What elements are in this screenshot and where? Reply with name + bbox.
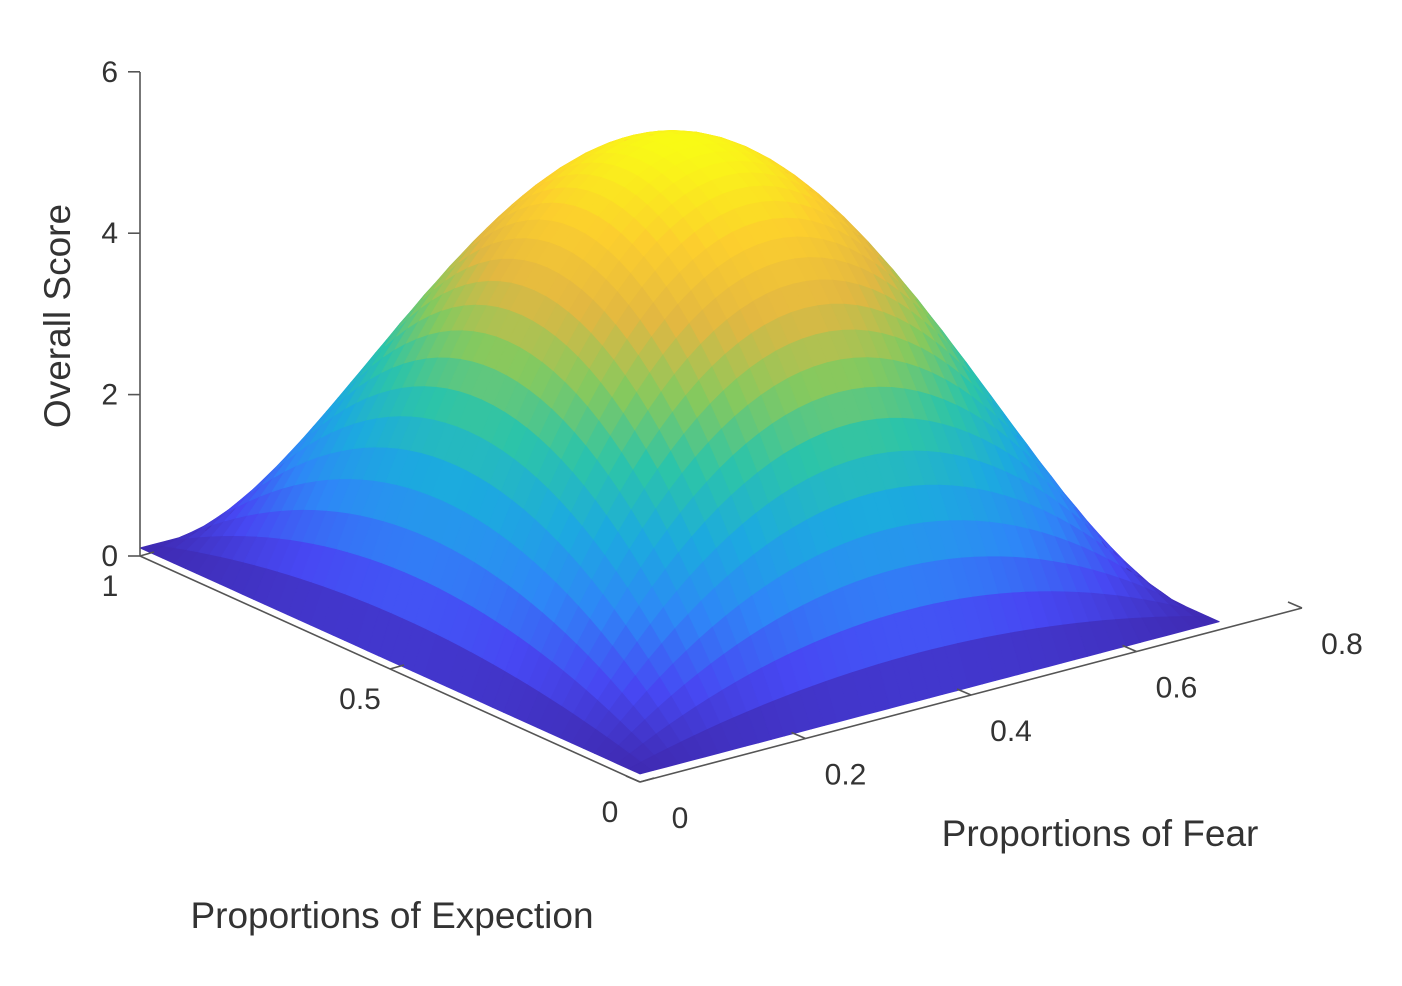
y-tick-label: 0.5 <box>339 683 381 716</box>
surface-patch <box>1194 616 1220 626</box>
x-tick-label: 0.8 <box>1321 628 1363 661</box>
y-tick-mark <box>139 551 155 557</box>
z-tick-label: 4 <box>101 217 118 250</box>
y-tick-label: 1 <box>102 570 119 603</box>
x-tick-label: 0 <box>672 802 689 835</box>
x-tick-mark <box>1122 644 1137 653</box>
z-tick-label: 0 <box>101 540 118 573</box>
y-axis-label: Proportions of Expection <box>190 895 593 936</box>
y-tick-mark <box>639 777 655 783</box>
x-axis-label: Proportions of Fear <box>942 813 1259 854</box>
x-tick-label: 0.6 <box>1156 672 1198 705</box>
y-tick-label: 0 <box>602 796 619 829</box>
x-tick-mark <box>791 731 806 740</box>
x-tick-mark <box>956 688 972 696</box>
x-tick-mark <box>1287 601 1303 609</box>
z-tick-label: 6 <box>101 56 118 89</box>
z-tick-label: 2 <box>101 379 118 412</box>
y-tick-mark <box>389 664 405 670</box>
x-tick-label: 0.2 <box>825 759 867 792</box>
x-tick-mark <box>625 775 641 783</box>
z-axis-label: Overall Score <box>37 204 78 428</box>
surface-plot <box>139 130 1220 775</box>
x-tick-label: 0.4 <box>990 715 1032 748</box>
